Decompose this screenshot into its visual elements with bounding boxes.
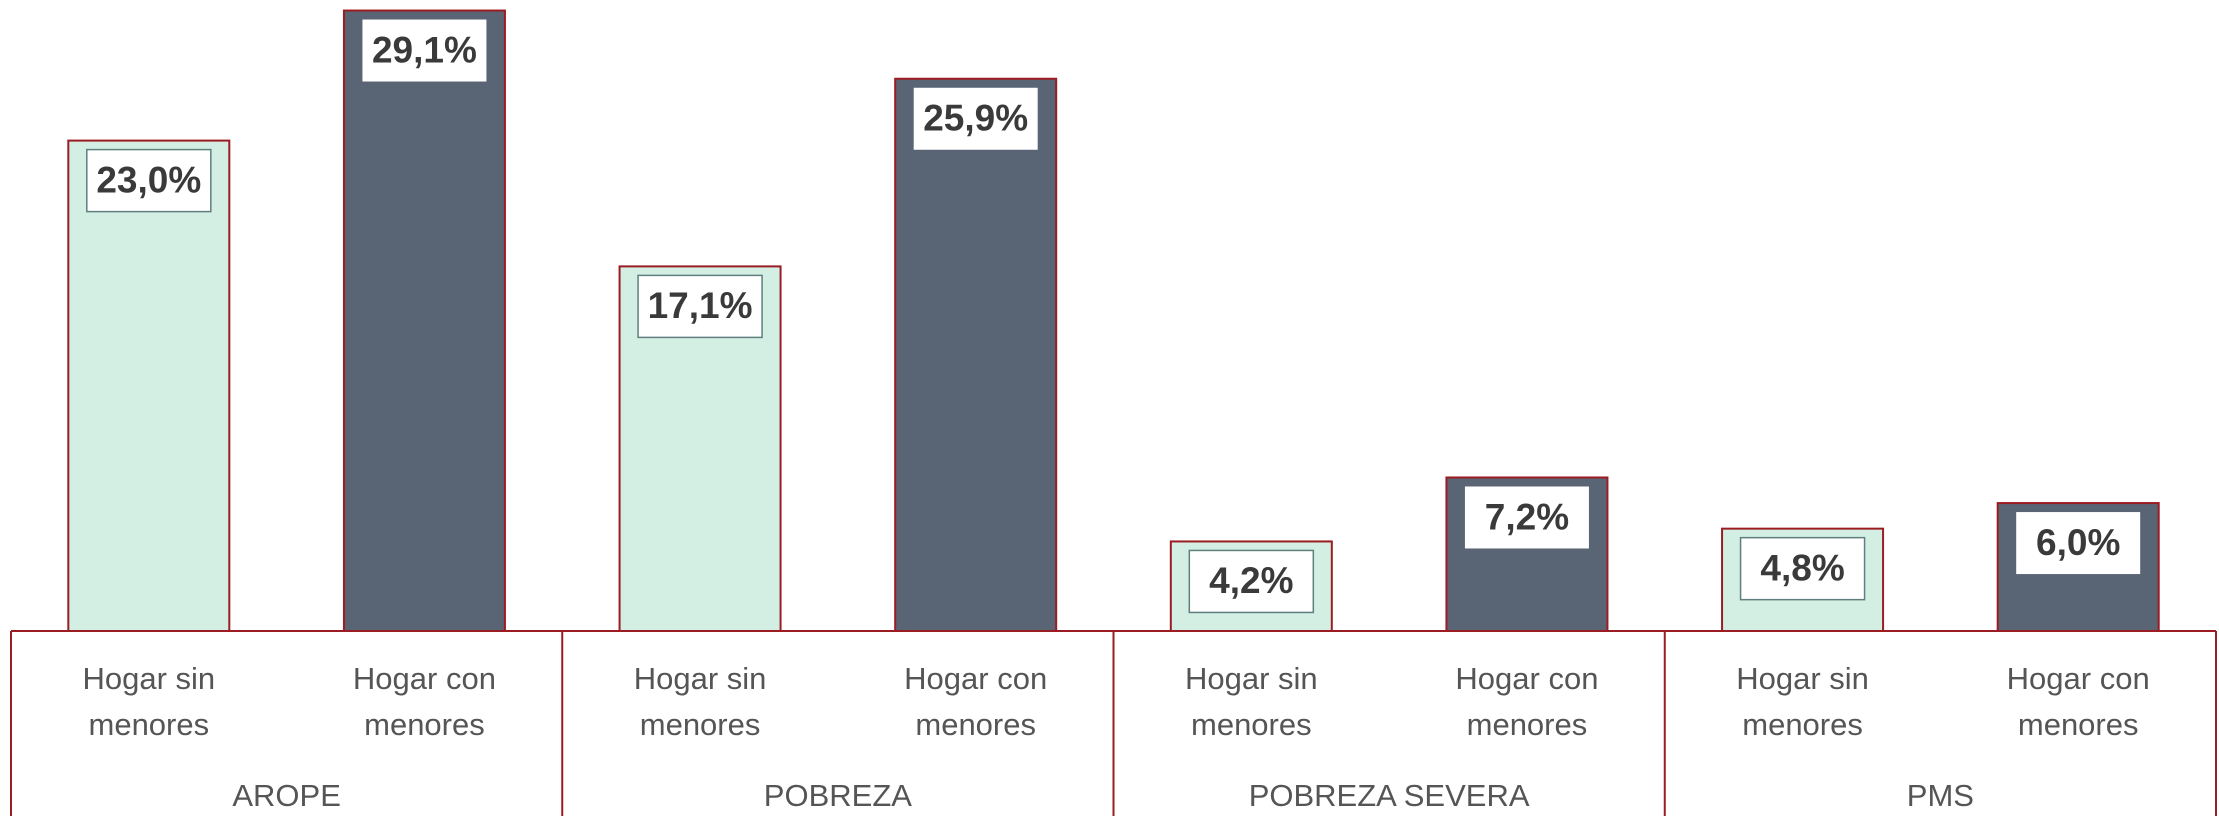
value-label: 23,0% <box>96 159 201 200</box>
value-label: 29,1% <box>372 29 477 70</box>
sub-category-label: Hogar con menores <box>904 661 1048 742</box>
category-label: POBREZA SEVERA <box>1248 778 1530 813</box>
bar <box>67 139 231 632</box>
category-label: POBREZA <box>763 778 912 813</box>
value-label: 4,8% <box>1760 547 1844 588</box>
bar <box>342 9 506 633</box>
value-label: 6,0% <box>2036 522 2120 563</box>
value-label-box <box>362 19 487 82</box>
sub-category-label: Hogar con menores <box>2006 661 2150 742</box>
value-label-box <box>1739 536 1866 601</box>
value-label: 17,1% <box>648 285 753 326</box>
sub-category-label: Hogar sin menores <box>1736 661 1869 742</box>
value-label-box <box>1188 549 1315 614</box>
value-label: 7,2% <box>1485 496 1569 537</box>
sub-category-label: Hogar sin menores <box>82 661 216 742</box>
sub-category-label: Hogar sin menores <box>1184 661 1318 742</box>
value-label-box <box>2016 512 2141 575</box>
value-label-box <box>1464 486 1589 549</box>
bar <box>894 77 1058 632</box>
sub-category-label: Hogar con menores <box>352 661 496 742</box>
value-label: 4,2% <box>1209 560 1293 601</box>
category-label: AROPE <box>232 778 341 813</box>
value-label-box <box>86 148 212 213</box>
value-label: 25,9% <box>923 98 1028 139</box>
sub-category-label: Hogar sin menores <box>633 661 767 742</box>
value-label-box <box>913 87 1038 150</box>
sub-category-label: Hogar con menores <box>1455 661 1599 742</box>
value-label-box <box>637 274 763 339</box>
category-label: PMS <box>1906 778 1974 813</box>
